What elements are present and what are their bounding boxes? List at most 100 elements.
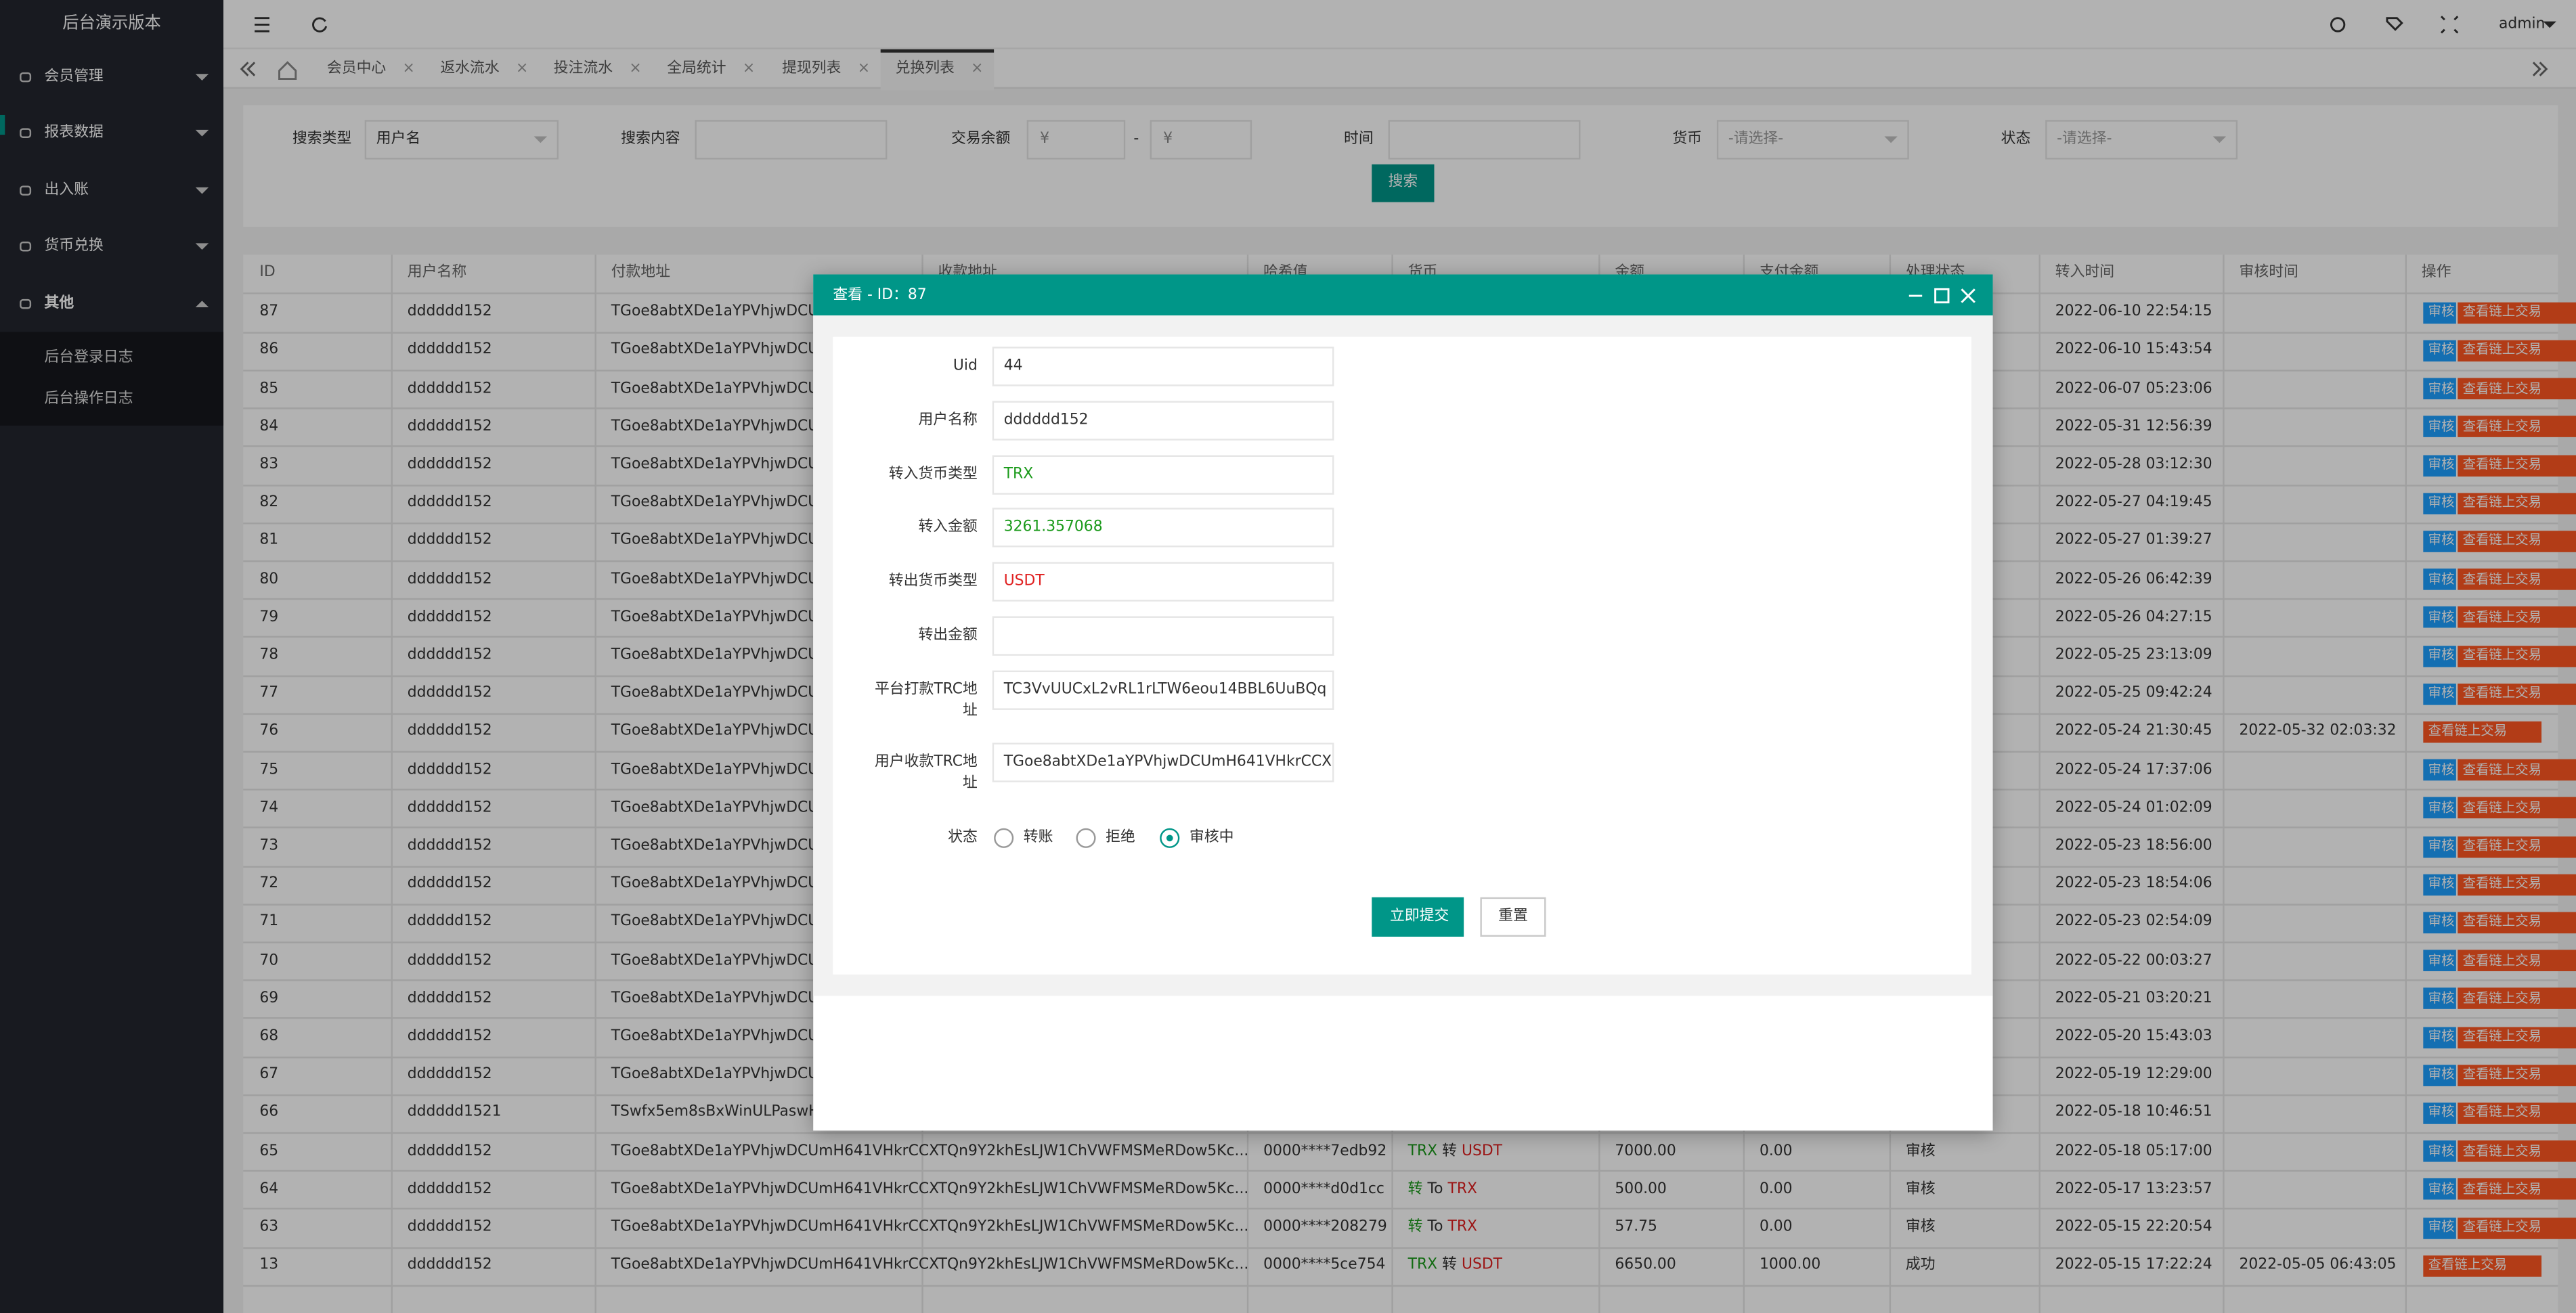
action-label[interactable]: 查看链上交易 [2462, 1219, 2542, 1234]
action-label[interactable]: 查看链上交易 [2462, 647, 2542, 663]
radio-label[interactable]: 拒绝 [1106, 830, 1135, 847]
action-button[interactable] [2423, 378, 2456, 400]
tab-close[interactable]: × [515, 60, 529, 78]
action-label[interactable]: 查看链上交易 [2462, 342, 2542, 357]
action-button[interactable] [2423, 340, 2456, 361]
user-name[interactable]: admin [2498, 16, 2546, 33]
action-label[interactable]: 审核 [2428, 799, 2455, 815]
submit-label[interactable]: 立即提交 [1389, 908, 1449, 925]
action-button[interactable] [2458, 835, 2576, 858]
action-button[interactable] [2423, 1178, 2456, 1201]
action-button[interactable] [2423, 645, 2456, 667]
action-button[interactable] [2458, 1178, 2576, 1201]
tab[interactable]: 返水流水 [440, 60, 500, 78]
action-button[interactable] [2458, 302, 2576, 324]
tag-icon[interactable] [2386, 17, 2403, 31]
action-label[interactable]: 审核 [2428, 609, 2455, 625]
action-button[interactable] [2458, 492, 2576, 514]
action-label[interactable]: 审核 [2428, 761, 2455, 777]
tab-prev[interactable] [240, 62, 256, 76]
select[interactable] [1716, 120, 1909, 160]
action-button[interactable] [2423, 1255, 2542, 1276]
action-label[interactable]: 查看链上交易 [2462, 1105, 2542, 1120]
radio-label[interactable]: 转账 [1023, 830, 1053, 847]
field-input[interactable] [992, 670, 1334, 710]
action-label[interactable]: 查看链上交易 [2462, 380, 2542, 396]
action-button[interactable] [2423, 530, 2456, 552]
menu-item[interactable]: 报表数据 [44, 125, 104, 141]
action-button[interactable] [2458, 1064, 2576, 1086]
action-button[interactable] [2423, 1064, 2456, 1086]
action-label[interactable]: 查看链上交易 [2462, 1067, 2542, 1082]
field-input[interactable] [992, 347, 1334, 386]
action-label[interactable]: 查看链上交易 [2462, 952, 2542, 968]
menu-item[interactable]: 货币兑换 [44, 238, 104, 255]
action-label[interactable]: 审核 [2428, 342, 2455, 357]
menu-icon[interactable] [255, 17, 269, 32]
action-button[interactable] [2458, 1140, 2576, 1162]
submenu-item[interactable]: 后台登录日志 [44, 350, 133, 367]
action-button[interactable] [2423, 416, 2456, 438]
home-tab[interactable] [278, 61, 297, 81]
theme-icon[interactable] [2330, 17, 2346, 32]
action-button[interactable] [2458, 873, 2576, 895]
action-label[interactable]: 审核 [2428, 1219, 2455, 1234]
action-label[interactable]: 查看链上交易 [2462, 799, 2542, 815]
action-button[interactable] [2458, 569, 2576, 590]
action-button[interactable] [2423, 492, 2456, 514]
action-button[interactable] [2423, 835, 2456, 858]
field-input[interactable] [992, 616, 1334, 656]
action-button[interactable] [2423, 302, 2456, 324]
action-label[interactable]: 查看链上交易 [2462, 876, 2542, 891]
radio-label[interactable]: 审核中 [1189, 830, 1234, 847]
fullscreen-icon[interactable] [2440, 16, 2459, 34]
refresh-icon[interactable] [312, 17, 328, 32]
reset-button[interactable] [1480, 897, 1546, 937]
action-label[interactable]: 审核 [2428, 418, 2455, 434]
action-label[interactable]: 审核 [2428, 685, 2455, 700]
search-button-label[interactable]: 搜索 [1388, 174, 1418, 191]
menu-item[interactable]: 会员管理 [44, 68, 104, 86]
action-label[interactable]: 查看链上交易 [2462, 533, 2542, 548]
action-button[interactable] [2458, 645, 2576, 667]
action-label[interactable]: 审核 [2428, 1105, 2455, 1120]
action-button[interactable] [2423, 569, 2456, 590]
action-label[interactable]: 查看链上交易 [2462, 1181, 2542, 1197]
action-label[interactable]: 查看链上交易 [2462, 685, 2542, 700]
action-label[interactable]: 查看链上交易 [2462, 1142, 2542, 1158]
radio[interactable] [994, 828, 1014, 848]
action-label[interactable]: 查看链上交易 [2462, 495, 2542, 510]
action-button[interactable] [2423, 721, 2542, 743]
action-button[interactable] [2458, 759, 2576, 781]
action-label[interactable]: 审核 [2428, 495, 2455, 510]
action-label[interactable]: 查看链上交易 [2462, 571, 2542, 586]
action-button[interactable] [2458, 1102, 2576, 1124]
action-label[interactable]: 审核 [2428, 914, 2455, 929]
action-label[interactable]: 查看链上交易 [2462, 418, 2542, 434]
select[interactable] [364, 120, 559, 160]
action-button[interactable] [2458, 797, 2576, 819]
text-input[interactable] [695, 120, 888, 160]
tab-next[interactable] [2532, 62, 2548, 76]
action-label[interactable]: 审核 [2428, 1067, 2455, 1082]
tab-close[interactable]: × [742, 60, 756, 78]
action-label[interactable]: 审核 [2428, 1142, 2455, 1158]
action-button[interactable] [2458, 416, 2576, 438]
tab-close[interactable]: × [402, 60, 415, 78]
action-label[interactable]: 审核 [2428, 990, 2455, 1006]
submit-button[interactable] [1372, 897, 1464, 937]
action-label[interactable]: 审核 [2428, 1028, 2455, 1044]
radio[interactable] [1160, 828, 1180, 848]
action-label[interactable]: 查看链上交易 [2428, 724, 2508, 739]
field-input[interactable] [992, 508, 1334, 548]
tab[interactable]: 会员中心 [326, 60, 387, 78]
action-button[interactable] [2458, 340, 2576, 361]
tab[interactable]: 全局统计 [667, 60, 726, 78]
action-label[interactable]: 查看链上交易 [2462, 838, 2542, 853]
action-button[interactable] [2458, 530, 2576, 552]
action-label[interactable]: 查看链上交易 [2462, 990, 2542, 1006]
tab-close[interactable]: × [857, 60, 871, 78]
action-button[interactable] [2423, 1102, 2456, 1124]
action-label[interactable]: 审核 [2428, 304, 2455, 319]
action-button[interactable] [2458, 378, 2576, 400]
